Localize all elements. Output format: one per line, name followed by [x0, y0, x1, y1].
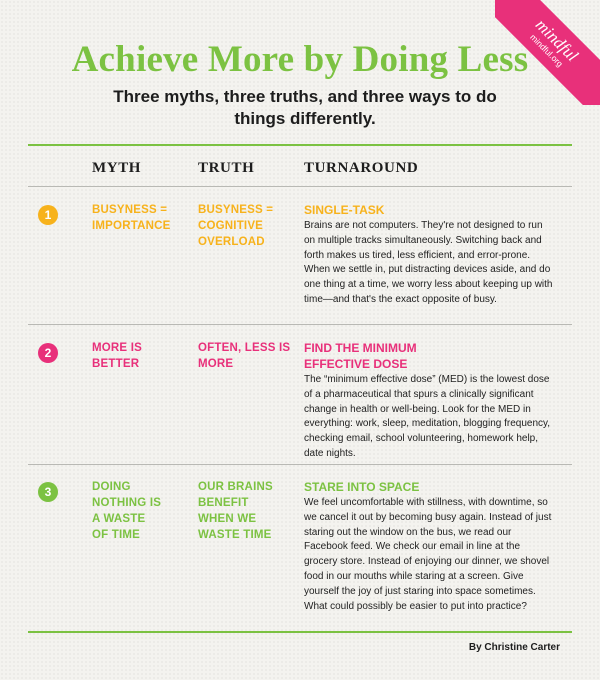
turnaround-title: STARE INTO SPACE	[304, 480, 420, 494]
truth-label: OFTEN, LESS IS MORE	[198, 342, 291, 370]
top-divider	[28, 144, 572, 146]
myth-label: MORE IS BETTER	[92, 342, 142, 370]
bottom-divider	[28, 631, 572, 633]
author-byline: By Christine Carter	[468, 642, 560, 653]
myth-label: BUSYNESS = IMPORTANCE	[92, 204, 171, 232]
page-subtitle: Three myths, three truths, and three way…	[113, 87, 497, 128]
header-divider	[28, 186, 572, 187]
row-divider	[28, 464, 572, 465]
truth-label: OUR BRAINS BENEFIT WHEN WE WASTE TIME	[198, 481, 273, 541]
turnaround-title: FIND THE MINIMUM EFFECTIVE DOSE	[304, 341, 417, 371]
turnaround-body: We feel uncomfortable with stillness, wi…	[304, 497, 552, 612]
row-number-badge: 2	[38, 343, 58, 363]
page-title: Achieve More by Doing Less	[71, 39, 529, 80]
row-divider	[28, 324, 572, 325]
column-header-truth: TRUTH	[198, 160, 255, 176]
truth-label: BUSYNESS = COGNITIVE OVERLOAD	[198, 204, 274, 248]
myth-label: DOING NOTHING IS A WASTE OF TIME	[92, 481, 162, 541]
row-number-badge: 3	[38, 482, 58, 502]
column-header-turnaround: TURNAROUND	[304, 160, 419, 176]
column-header-myth: MYTH	[92, 160, 142, 176]
turnaround-body: The “minimum effective dose” (MED) is th…	[304, 374, 551, 459]
turnaround-body: Brains are not computers. They're not de…	[304, 220, 553, 305]
turnaround-title: SINGLE-TASK	[304, 203, 385, 217]
row-number-badge: 1	[38, 205, 58, 225]
